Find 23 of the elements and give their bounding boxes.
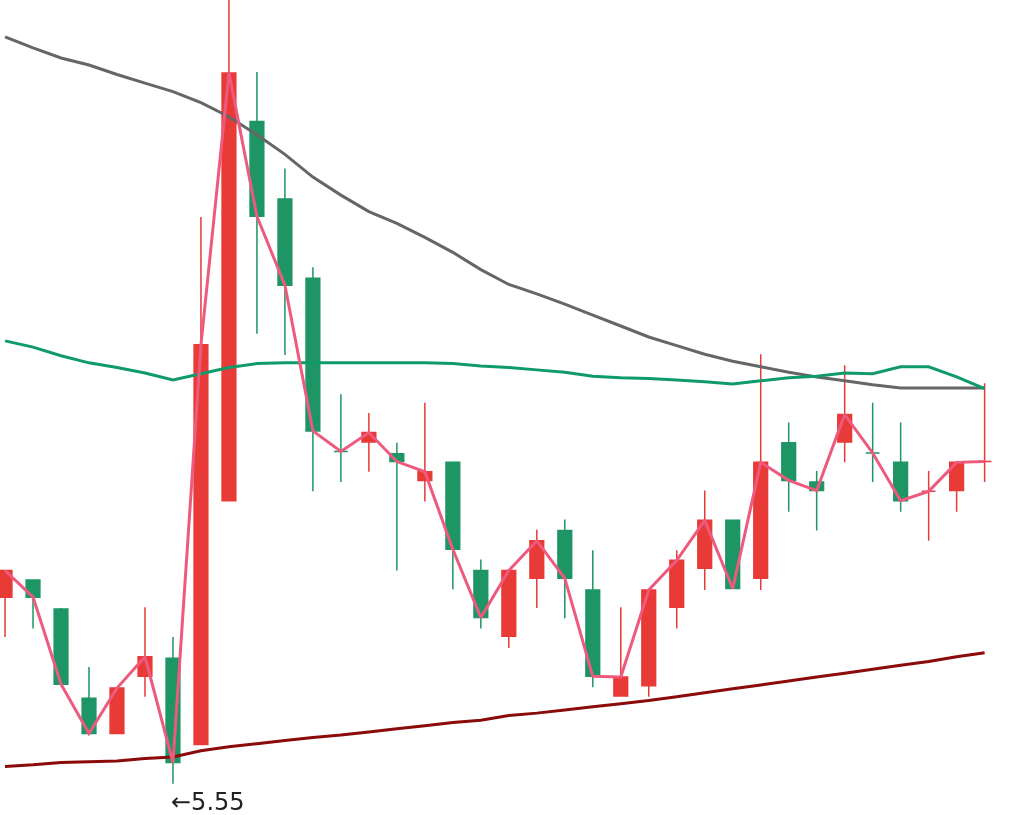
candlestick xyxy=(501,569,517,649)
candlestick xyxy=(865,402,881,483)
candlestick xyxy=(389,442,405,572)
candlestick xyxy=(53,607,69,685)
candlestick xyxy=(529,529,545,609)
candlestick xyxy=(333,393,349,483)
candlestick xyxy=(641,589,657,698)
candlestick xyxy=(249,71,265,335)
candlestick xyxy=(193,216,209,746)
candlestick xyxy=(305,266,321,493)
candlestick xyxy=(557,518,573,620)
text: ←5.55 xyxy=(171,788,245,815)
candlestick xyxy=(221,0,237,502)
candlestick xyxy=(613,606,629,697)
candlestick xyxy=(753,353,769,591)
candlestick xyxy=(277,167,293,356)
candlestick xyxy=(781,421,797,513)
candlestick xyxy=(669,549,685,630)
candlestick xyxy=(445,461,461,591)
candlestick xyxy=(921,470,937,542)
candlestick xyxy=(25,579,41,630)
candlestick xyxy=(585,549,601,689)
candlestick xyxy=(109,687,125,735)
